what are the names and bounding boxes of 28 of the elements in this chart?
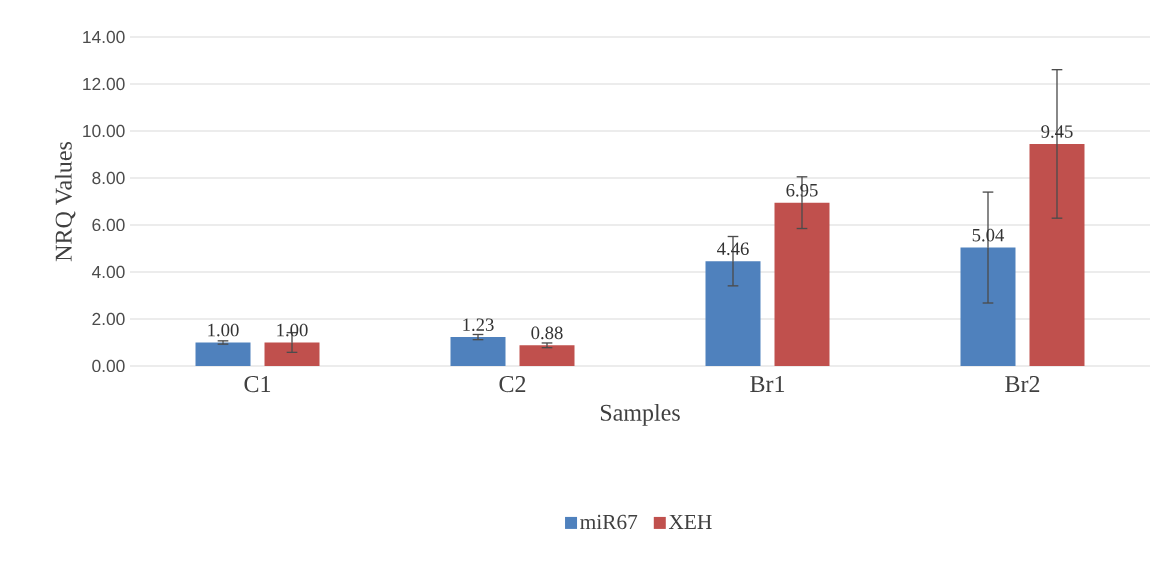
data-label: 1.23 [463, 318, 494, 332]
bar [264, 342, 320, 366]
y-tick-label: 6.00 [92, 218, 125, 232]
x-tick-label: Br1 [750, 376, 785, 392]
bar [450, 337, 506, 366]
bar [195, 342, 251, 366]
legend-label: miR67 [580, 514, 638, 530]
bar [774, 202, 830, 366]
bar [1029, 143, 1085, 366]
y-tick-label: 14.00 [83, 30, 125, 44]
bar [960, 247, 1016, 366]
bar [705, 261, 761, 366]
data-label: 1.00 [277, 323, 308, 337]
y-tick-label: 10.00 [83, 124, 125, 138]
legend-label: XEH [668, 514, 712, 529]
y-tick-label: 12.00 [83, 77, 125, 91]
data-label: 1.00 [208, 323, 239, 337]
x-axis-title: Samples [600, 403, 680, 426]
x-tick-label: C1 [244, 376, 271, 393]
x-tick-label: Br2 [1005, 376, 1040, 392]
y-axis-title: NRQ Values [54, 142, 76, 262]
y-tick-label: 8.00 [92, 171, 125, 185]
bar [519, 345, 575, 366]
data-label: 0.88 [531, 326, 563, 340]
y-tick-label: 2.00 [92, 312, 125, 326]
y-tick-label: 0.00 [92, 359, 125, 373]
y-tick-label: 4.00 [91, 265, 125, 279]
x-tick-label: C2 [499, 376, 526, 393]
